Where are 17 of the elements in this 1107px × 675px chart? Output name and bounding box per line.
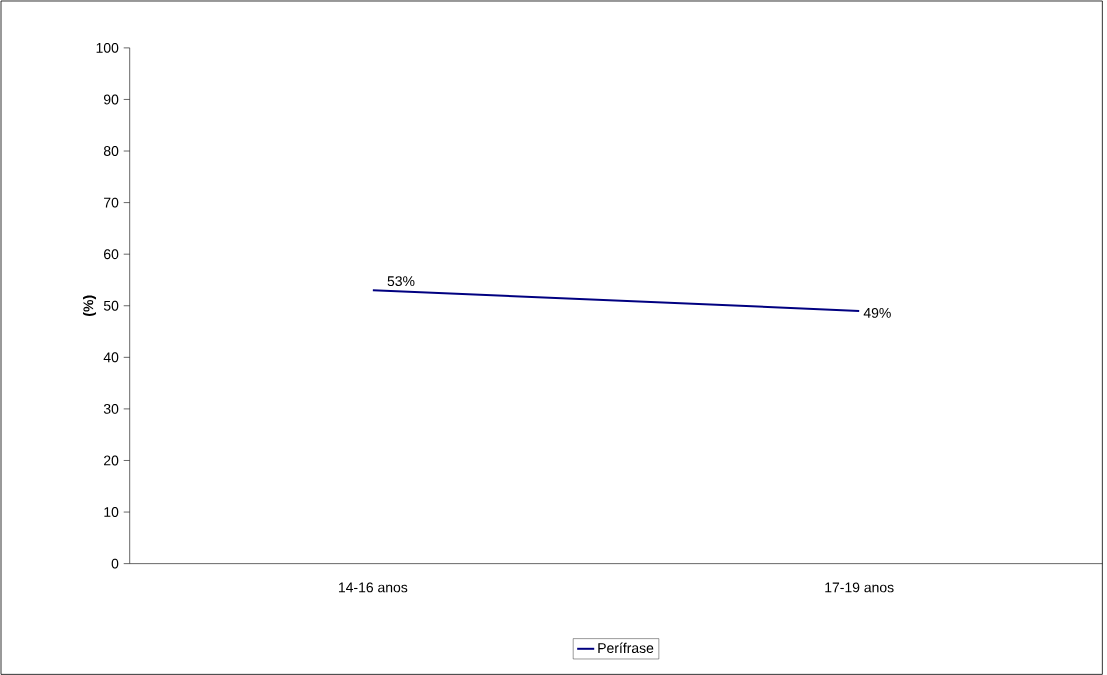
- data-label: 49%: [863, 307, 891, 318]
- y-tick-label: 20: [104, 455, 119, 466]
- y-tick-label: 100: [96, 42, 119, 53]
- y-tick-label: 80: [103, 145, 119, 156]
- x-tick-label: 17-19 anos: [825, 582, 894, 593]
- y-tick-label: 60: [104, 249, 119, 259]
- y-tick-label: 0: [111, 558, 119, 569]
- x-tick-label: 14-16 anos: [338, 582, 408, 593]
- legend-label: Perífrase: [598, 642, 654, 653]
- y-axis-title: (%): [83, 295, 97, 316]
- y-tick-label: 90: [103, 94, 119, 105]
- y-tick-label: 70: [104, 197, 119, 208]
- y-tick-label: 10: [104, 506, 119, 517]
- y-tick-label: 50: [103, 300, 119, 311]
- data-label: 53%: [387, 276, 415, 286]
- y-tick-label: 30: [103, 403, 119, 414]
- y-tick-label: 40: [103, 352, 119, 363]
